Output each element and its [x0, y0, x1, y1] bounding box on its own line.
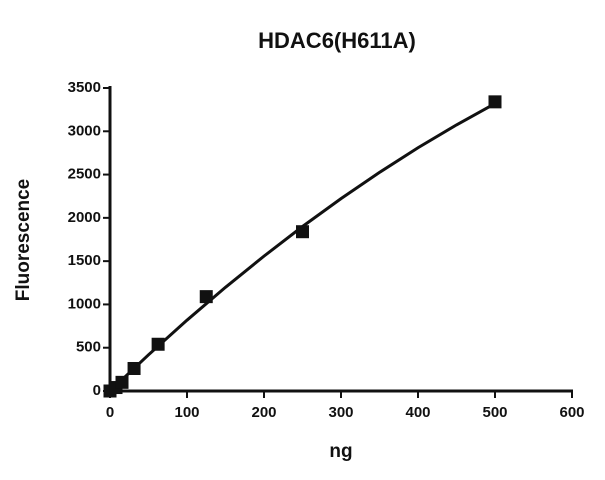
- x-tick-label: 300: [328, 404, 353, 421]
- y-axis-label: Fluorescence: [13, 179, 34, 302]
- x-axis-label: ng: [329, 441, 352, 462]
- x-tick-label: 400: [405, 404, 430, 421]
- y-tick-label: 2000: [68, 209, 101, 226]
- y-tick-label: 500: [76, 339, 101, 356]
- x-tick-label: 100: [174, 404, 199, 421]
- data-point: [488, 95, 502, 109]
- data-point: [199, 290, 213, 304]
- x-tick-label: 600: [559, 404, 584, 421]
- data-point: [115, 375, 129, 389]
- fit-curve: [108, 102, 496, 393]
- y-tick-label: 3500: [68, 79, 101, 96]
- y-tick-label: 2500: [68, 166, 101, 183]
- y-tick-label: 3000: [68, 122, 101, 139]
- y-tick-label: 1500: [68, 252, 101, 269]
- x-tick-label: 500: [482, 404, 507, 421]
- data-point: [296, 225, 309, 239]
- data-point: [151, 337, 165, 351]
- chart-title: HDAC6(H611A): [258, 28, 416, 53]
- y-tick-label: 0: [93, 382, 101, 399]
- x-tick-label: 200: [251, 404, 276, 421]
- data-point: [127, 361, 141, 375]
- x-tick-label: 0: [106, 404, 114, 421]
- y-tick-label: 1000: [68, 295, 101, 312]
